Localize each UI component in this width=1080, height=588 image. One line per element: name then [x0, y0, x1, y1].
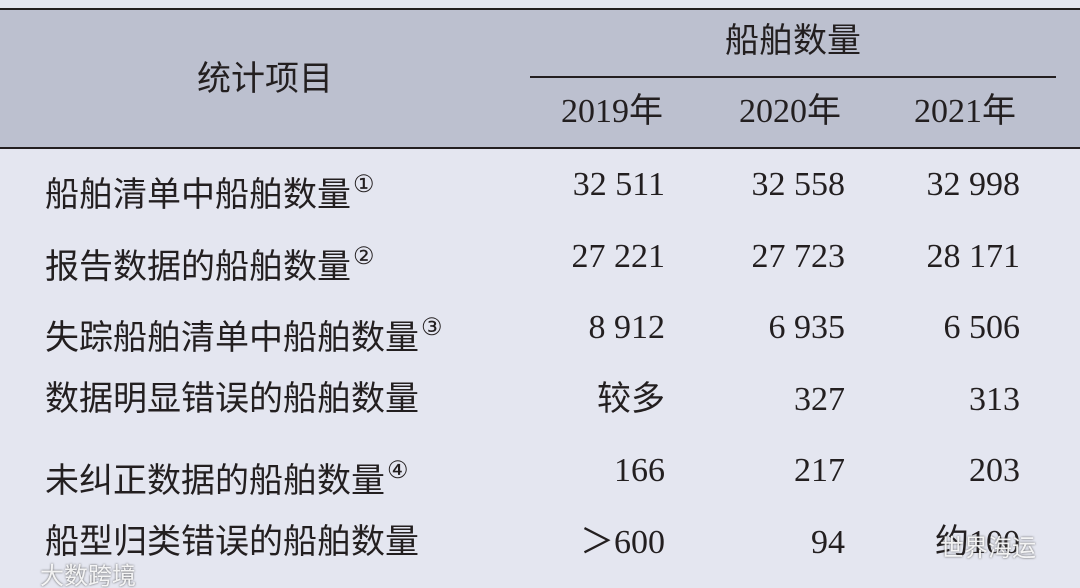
row-label: 船型归类错误的船舶数量 [45, 523, 419, 563]
cell: 8 912 [588, 309, 666, 346]
row-label: 报告数据的船舶数量② [45, 237, 375, 288]
item-header: 统计项目 [197, 61, 333, 98]
label-text: 船舶清单中船舶数量 [45, 177, 351, 214]
cell: 32 558 [751, 166, 846, 203]
cell: 27 221 [571, 237, 666, 275]
cell: 203 [969, 452, 1020, 489]
watermark: 大数跨境 [40, 562, 136, 588]
footnote-mark: ④ [387, 458, 409, 484]
year-header: 2020年 [739, 93, 841, 130]
cell: 94 [811, 523, 845, 561]
row-label: 数据明显错误的船舶数量 [45, 380, 419, 420]
row-label: 船舶清单中船舶数量① [45, 165, 375, 216]
cell: 327 [794, 380, 845, 418]
row-label: 未纠正数据的船舶数量④ [45, 451, 409, 502]
header-rule [530, 76, 1056, 78]
group-header: 船舶数量 [725, 23, 861, 60]
header-band [0, 8, 1080, 149]
label-text: 未纠正数据的船舶数量 [45, 463, 385, 500]
cell: 32 511 [572, 166, 665, 203]
label-text: 失踪船舶清单中船舶数量 [45, 320, 419, 357]
cell: 较多 [597, 380, 665, 418]
footnote-mark: ② [353, 243, 375, 270]
cell: ＞600 [580, 523, 665, 561]
cell: 6 935 [768, 309, 846, 346]
label-text: 数据明显错误的船舶数量 [45, 380, 419, 418]
footnote-mark: ① [353, 172, 375, 198]
cell: 313 [969, 380, 1020, 418]
label-text: 报告数据的船舶数量 [45, 248, 351, 286]
year-header: 2021年 [914, 93, 1016, 130]
label-text: 船型归类错误的船舶数量 [45, 523, 419, 561]
year-header: 2019年 [561, 93, 663, 130]
cell: 217 [794, 452, 845, 489]
footnote-mark: ③ [421, 315, 443, 341]
cell: 28 171 [926, 237, 1021, 275]
cell: 166 [614, 452, 665, 489]
watermark: 世界海运 [940, 534, 1036, 562]
cell: 约100 [935, 523, 1020, 561]
cell: 6 506 [943, 309, 1021, 346]
cell: 27 723 [751, 237, 846, 275]
row-label: 失踪船舶清单中船舶数量③ [45, 308, 443, 359]
cell: 32 998 [926, 166, 1021, 203]
